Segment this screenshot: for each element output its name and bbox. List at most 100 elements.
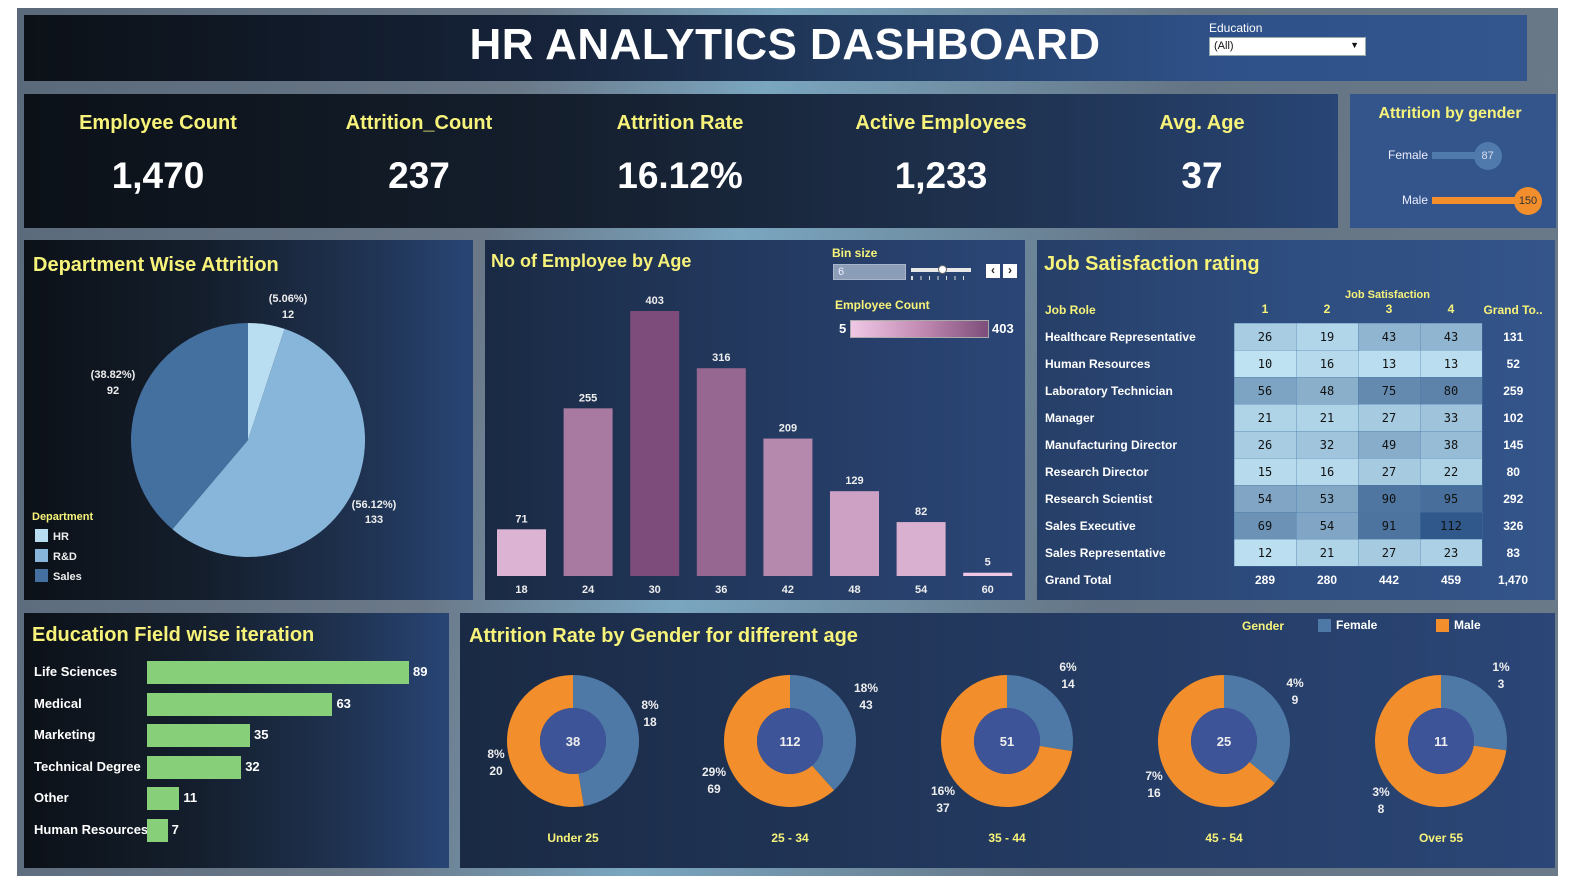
donut-slice-female[interactable]: [1007, 675, 1073, 752]
education-bar[interactable]: [147, 787, 180, 811]
age-bar[interactable]: [896, 522, 946, 576]
pie-slice-rd[interactable]: [172, 328, 365, 557]
heat-cell[interactable]: 33: [1419, 403, 1483, 432]
heat-cell[interactable]: 48: [1295, 376, 1359, 405]
donut-slice-male[interactable]: [724, 675, 834, 807]
bar-value-label: 32: [245, 758, 260, 774]
donut-slice-male[interactable]: [507, 675, 584, 807]
heat-cell[interactable]: 19: [1295, 322, 1359, 351]
age-bar[interactable]: [763, 438, 813, 576]
heat-cell[interactable]: 90: [1357, 484, 1421, 513]
heat-cell[interactable]: 69: [1233, 511, 1297, 540]
heat-cell[interactable]: 21: [1295, 538, 1359, 567]
x-tick-label: 60: [982, 584, 994, 596]
column-total: 442: [1378, 572, 1400, 587]
education-bar[interactable]: [147, 724, 251, 748]
donut-slice-female[interactable]: [1441, 675, 1507, 751]
heat-cell[interactable]: 21: [1233, 403, 1297, 432]
heat-cell[interactable]: 15: [1233, 457, 1297, 486]
age-bar[interactable]: [963, 572, 1013, 576]
heat-cell[interactable]: 54: [1295, 511, 1359, 540]
female-pct-label: 4%: [1286, 676, 1304, 690]
donut-slice-male[interactable]: [1158, 675, 1275, 807]
donut-slice-male[interactable]: [941, 675, 1073, 807]
education-bar[interactable]: [147, 755, 242, 779]
heat-cell[interactable]: 13: [1357, 349, 1421, 378]
kpi-value: 16.12%: [617, 155, 743, 196]
panel-title: Attrition by gender: [1378, 105, 1522, 122]
education-bar[interactable]: [147, 661, 409, 684]
heat-cell[interactable]: 32: [1295, 430, 1359, 459]
pie-slice-hr[interactable]: [248, 323, 285, 440]
x-tick-label: 42: [782, 584, 794, 596]
heat-cell[interactable]: 13: [1419, 349, 1483, 378]
chevron-right-icon[interactable]: ›: [1003, 264, 1017, 278]
heat-cell[interactable]: 91: [1357, 511, 1421, 540]
heat-cell[interactable]: 23: [1419, 538, 1483, 567]
age-bar[interactable]: [563, 408, 613, 576]
age-bar[interactable]: [630, 311, 680, 576]
heat-cell[interactable]: 16: [1295, 457, 1359, 486]
pie-slice-sales[interactable]: [130, 323, 248, 530]
panel-title: Department Wise Attrition: [33, 254, 279, 276]
heat-cell[interactable]: 53: [1295, 484, 1359, 513]
column-header: 3: [1385, 302, 1393, 317]
heat-cell[interactable]: 10: [1233, 349, 1297, 378]
job-role-cell: Laboratory Technician: [1045, 383, 1173, 398]
heat-cell[interactable]: 43: [1357, 322, 1421, 351]
heat-cell[interactable]: 26: [1233, 322, 1297, 351]
education-dropdown[interactable]: (All) ▼: [1209, 37, 1366, 56]
bin-size-input[interactable]: 6: [833, 264, 906, 280]
donut-total-label: 11: [1434, 734, 1448, 749]
table-row: Laboratory Technician 56 48 75 80 259: [1042, 376, 1544, 405]
donut-slice-female[interactable]: [573, 675, 640, 807]
heat-cell[interactable]: 112: [1419, 511, 1483, 540]
category-label: Other: [34, 790, 69, 806]
donut-slice-female[interactable]: [1224, 675, 1290, 784]
age-bar[interactable]: [830, 491, 879, 576]
age-bar-chart: 71 18 255 24 403 30 316 36 209 42 129 48 82 54 5 60: [497, 295, 1013, 596]
heat-cell[interactable]: 80: [1419, 376, 1483, 405]
pie-label-value: 92: [107, 385, 119, 397]
heat-cell[interactable]: 26: [1233, 430, 1297, 459]
age-bar[interactable]: [696, 368, 746, 576]
job-role-cell: Sales Executive: [1045, 518, 1136, 533]
donut-slice-female[interactable]: [790, 675, 856, 791]
row-header: Job Role: [1045, 302, 1096, 317]
heat-cell[interactable]: 43: [1419, 322, 1483, 351]
heat-cell[interactable]: 27: [1357, 403, 1421, 432]
legend-swatch: [35, 549, 48, 562]
education-bar[interactable]: [147, 692, 333, 716]
job-satisfaction-panel: Job Satisfaction rating Job Satisfaction…: [1037, 240, 1555, 600]
department-attrition-panel: Department Wise Attrition (5.06%) 12 (56.1…: [24, 240, 473, 600]
education-bar[interactable]: [147, 819, 168, 842]
female-count-label: 9: [1292, 693, 1299, 707]
chevron-left-icon[interactable]: ‹: [986, 264, 1000, 278]
table-row: Research Scientist 54 53 90 95 292: [1042, 484, 1544, 513]
heat-cell[interactable]: 12: [1233, 538, 1297, 567]
donut-slice-male[interactable]: [1375, 675, 1507, 807]
heat-cell[interactable]: 27: [1357, 538, 1421, 567]
heat-cell[interactable]: 38: [1419, 430, 1483, 459]
bin-size-slider-handle[interactable]: [938, 265, 947, 274]
heat-cell[interactable]: 21: [1295, 403, 1359, 432]
bar-value-label: 7: [171, 822, 179, 837]
heat-cell[interactable]: 95: [1419, 484, 1483, 513]
x-tick-label: 24: [582, 584, 595, 596]
bar-value-label: 89: [413, 664, 428, 679]
heat-cell[interactable]: 54: [1233, 484, 1297, 513]
heat-cell[interactable]: 49: [1357, 430, 1421, 459]
education-bar-row: Life Sciences 89: [24, 661, 449, 684]
heat-cell[interactable]: 27: [1357, 457, 1421, 486]
heat-cell[interactable]: 22: [1419, 457, 1483, 486]
heat-cell[interactable]: 75: [1357, 376, 1421, 405]
donut-center: [1191, 708, 1257, 774]
column-header: 2: [1323, 302, 1331, 317]
age-bar[interactable]: [497, 529, 546, 576]
heat-cell[interactable]: 56: [1233, 376, 1297, 405]
heat-cell[interactable]: 16: [1295, 349, 1359, 378]
slider-ticks: [911, 276, 971, 280]
color-legend-min: 5: [839, 321, 847, 336]
education-bar-row: Marketing 35: [24, 724, 449, 748]
male-count-label: 20: [489, 764, 503, 778]
